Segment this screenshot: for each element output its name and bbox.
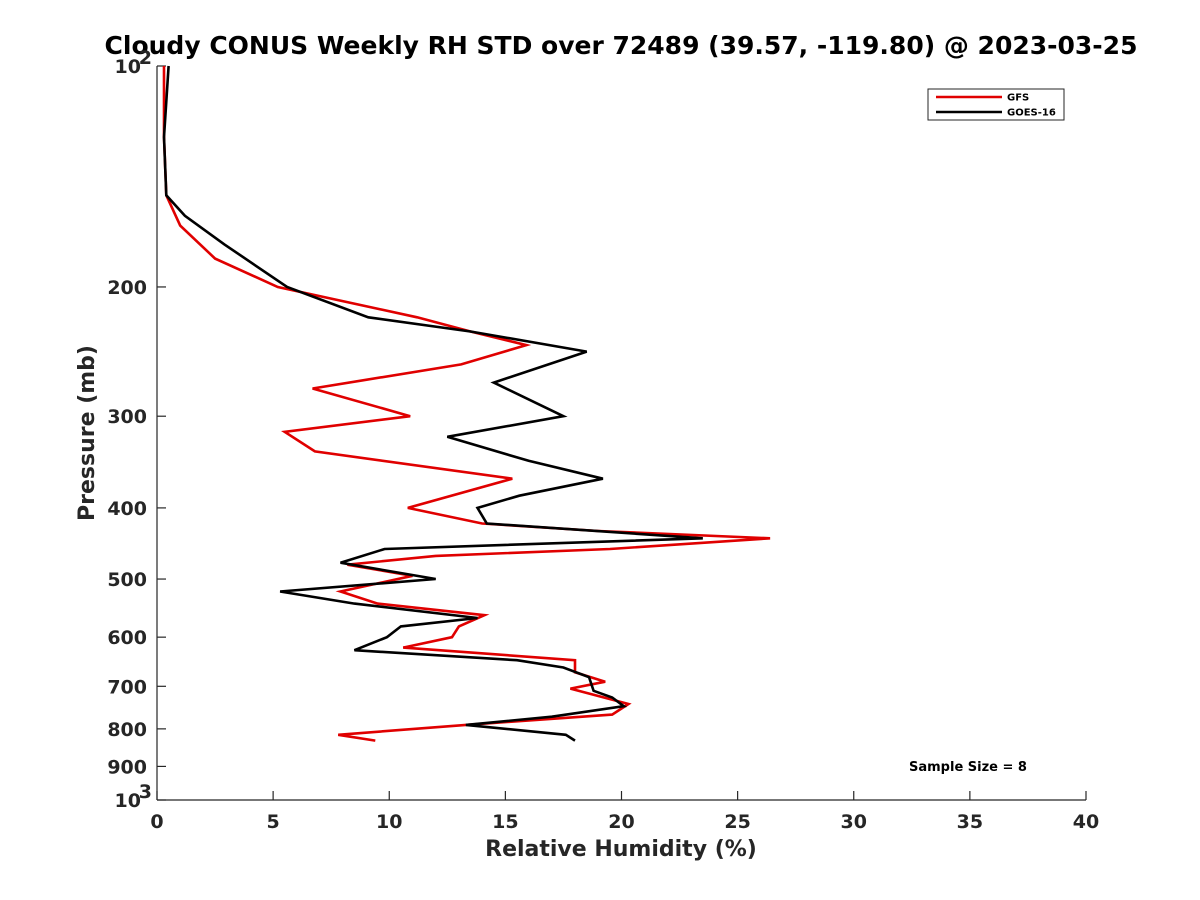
sample-size-annotation: Sample Size = 8 [909,760,1027,775]
y-tick-label: 300 [107,406,147,428]
plot-area [156,66,1086,801]
y-tick-exponent: 2 [139,47,152,69]
x-tick-label: 20 [608,811,634,833]
x-tick-label: 10 [376,811,402,833]
y-tick-label: 10 [115,790,141,812]
y-tick-label: 400 [107,498,147,520]
chart-title: Cloudy CONUS Weekly RH STD over 72489 (3… [105,31,1138,60]
series-layer [162,65,771,742]
y-tick-label: 800 [107,719,147,741]
x-axis-label: Relative Humidity (%) [485,837,757,862]
legend-label-gfs: GFS [1007,93,1029,104]
y-axis-label: Pressure (mb) [75,345,100,521]
y-tick-label: 200 [107,277,147,299]
series-line-gfs [162,66,771,742]
y-tick-label: 500 [107,569,147,591]
x-tick-label: 40 [1073,811,1099,833]
x-axis-ticks: 0 5 10 15 20 25 30 35 40 [150,791,1099,833]
legend-box [927,88,1065,121]
legend-label-goes-16: GOES-16 [1007,108,1056,119]
x-tick-label: 5 [267,811,280,833]
y-tick-label: 900 [107,756,147,778]
x-tick-label: 30 [841,811,867,833]
legend: GFS GOES-16 [927,88,1065,121]
y-tick-label: 10 [115,56,141,78]
x-tick-label: 0 [150,811,163,833]
series-line-goes-16 [162,65,703,742]
y-tick-label: 600 [107,627,147,649]
y-tick-label: 700 [107,676,147,698]
x-tick-label: 15 [492,811,518,833]
x-tick-label: 25 [724,811,750,833]
x-tick-label: 35 [957,811,983,833]
y-tick-exponent: 3 [139,781,152,803]
